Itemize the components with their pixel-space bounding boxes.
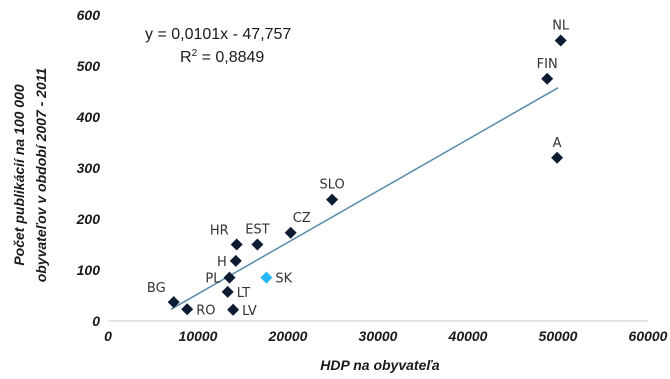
y-tick-label: 500 xyxy=(77,58,101,74)
x-axis-title: HDP na obyvateľa xyxy=(320,357,440,373)
y-tick-label: 0 xyxy=(92,313,100,329)
data-point-label: SK xyxy=(275,272,292,287)
y-axis-title-line-2: obyvateľov v období 2007 - 2011 xyxy=(33,67,49,282)
data-point-marker xyxy=(221,285,234,298)
data-point-marker xyxy=(223,271,236,284)
data-point-label: A xyxy=(553,136,562,151)
data-point-marker xyxy=(551,151,564,164)
data-point-label: RO xyxy=(196,303,215,318)
data-points: BG RO LV LT PL H HR EST SK CZ SLO FIN NL A xyxy=(147,19,570,319)
data-point-label: SLO xyxy=(319,178,344,193)
y-axis-title: Počet publikácií na 100 000 obyvateľov v… xyxy=(11,67,49,282)
data-point-label: NL xyxy=(552,19,570,34)
y-axis-ticks: 0 100 200 300 400 500 600 xyxy=(76,7,101,329)
data-point-label: EST xyxy=(245,223,269,238)
x-tick-label: 10000 xyxy=(179,328,218,344)
data-point-marker xyxy=(251,238,264,251)
y-tick-label: 600 xyxy=(77,7,101,23)
data-point-marker xyxy=(227,303,240,316)
data-point-label: CZ xyxy=(293,211,311,226)
y-tick-label: 100 xyxy=(77,262,101,278)
equation-text: y = 0,0101x - 47,757 xyxy=(145,26,291,43)
y-tick-label: 200 xyxy=(76,211,101,227)
r-squared-prefix: R xyxy=(180,49,192,66)
y-tick-label: 300 xyxy=(77,160,101,176)
data-point-marker xyxy=(229,254,242,267)
data-point-label: LV xyxy=(242,304,257,319)
data-point-label: FIN xyxy=(537,57,558,72)
data-point-label: H xyxy=(217,255,227,270)
data-point-marker xyxy=(181,303,194,316)
data-point-marker xyxy=(541,72,554,85)
x-tick-label: 30000 xyxy=(359,328,398,344)
y-tick-label: 400 xyxy=(76,109,101,125)
r-squared-value: = 0,8849 xyxy=(197,49,264,66)
x-tick-label: 20000 xyxy=(268,328,308,344)
data-point-label: HR xyxy=(210,224,229,239)
r-squared-text: R2 = 0,8849 xyxy=(180,48,264,66)
x-tick-label: 50000 xyxy=(539,328,578,344)
trendline-group xyxy=(170,87,559,310)
data-point-marker xyxy=(230,238,243,251)
x-tick-label: 60000 xyxy=(629,328,668,344)
data-point-marker xyxy=(260,271,273,284)
trendline xyxy=(170,87,559,310)
data-point-marker xyxy=(284,226,297,239)
x-axis-ticks: 0 10000 20000 30000 40000 50000 60000 xyxy=(104,328,668,344)
data-point-label: BG xyxy=(147,281,166,296)
regression-equation: y = 0,0101x - 47,757 R2 = 0,8849 xyxy=(145,26,291,66)
x-tick-label: 0 xyxy=(104,328,112,344)
x-tick-label: 40000 xyxy=(448,328,488,344)
y-axis-title-line-1: Počet publikácií na 100 000 xyxy=(11,84,27,266)
data-point-label: PL xyxy=(205,272,221,287)
data-point-marker xyxy=(167,296,180,309)
data-point-label: LT xyxy=(237,286,250,301)
data-point-marker xyxy=(554,34,567,47)
data-point-marker xyxy=(326,193,339,206)
r-squared-superscript: 2 xyxy=(192,48,198,59)
